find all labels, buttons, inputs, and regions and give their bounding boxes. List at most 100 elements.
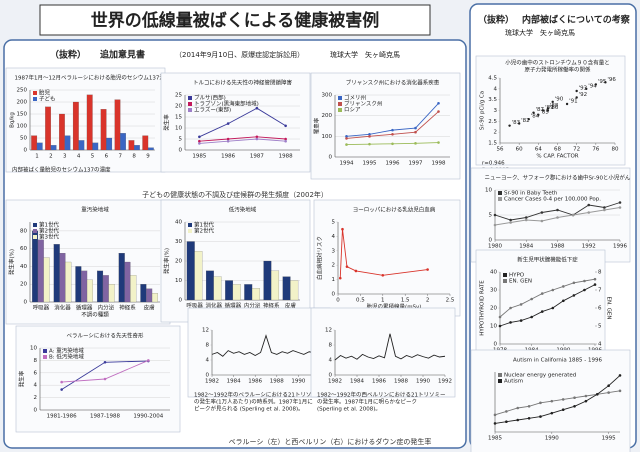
chart-title: ベラルーシにおける先天性奇形 xyxy=(67,332,144,340)
point xyxy=(540,219,544,223)
point xyxy=(587,203,591,207)
bar xyxy=(45,106,51,151)
chart-frame xyxy=(160,72,311,173)
y-tick-label: 4.5 xyxy=(488,76,497,82)
x-tick-label: 60 xyxy=(516,147,523,153)
bar xyxy=(43,257,50,303)
bar xyxy=(81,270,88,303)
point xyxy=(493,223,497,227)
bar xyxy=(97,270,104,303)
bar xyxy=(53,244,60,303)
point xyxy=(493,422,497,425)
legend-swatch xyxy=(43,349,47,353)
bar xyxy=(59,253,66,303)
series-line xyxy=(199,138,286,144)
point xyxy=(532,111,535,114)
legend-label: Nuclear energy generated xyxy=(504,373,576,379)
x-tick-label: 1986 xyxy=(372,379,386,385)
point xyxy=(338,276,342,280)
x-tick-label: 1985 xyxy=(192,154,206,160)
point xyxy=(565,102,569,106)
point xyxy=(345,143,348,146)
y-tick-label: 100 xyxy=(322,134,333,140)
point xyxy=(556,216,559,219)
x-tick-label: 72 xyxy=(573,147,580,153)
point xyxy=(391,142,394,146)
y-tick-label: 30 xyxy=(175,239,182,245)
point xyxy=(517,122,521,125)
legend-label: 第3世代 xyxy=(39,233,59,241)
point xyxy=(603,206,606,209)
point xyxy=(255,137,259,141)
y2-tick-label: 4 xyxy=(598,342,602,348)
bar xyxy=(142,135,149,151)
bar xyxy=(271,270,280,301)
x-tick-label: 神経系 xyxy=(263,302,280,310)
x-tick-label: 1992 xyxy=(438,379,452,385)
left-heading: 追加意見書 xyxy=(100,49,145,61)
point xyxy=(573,396,576,400)
x-tick-label: 循環器 xyxy=(225,302,242,310)
x-tick-label: 4 xyxy=(77,154,81,160)
point xyxy=(508,124,511,127)
point xyxy=(618,389,622,393)
point xyxy=(575,96,578,99)
chart-title: 低汚染地域 xyxy=(229,206,257,214)
point xyxy=(255,106,259,110)
point xyxy=(103,360,107,364)
x-tick-label: 1981-1986 xyxy=(47,414,77,420)
bar xyxy=(290,280,299,301)
left-author: 琉球大学 矢ヶ崎克馬 xyxy=(330,50,400,59)
point-label: '92 xyxy=(579,92,588,98)
chart-title: ニューヨーク、サフォーク郡における歯中Sr-90と小児がん xyxy=(485,174,631,182)
legend-label: 第2世代 xyxy=(39,227,59,235)
point xyxy=(516,406,520,410)
x-tick-label: 1988 xyxy=(279,154,293,160)
bar xyxy=(64,135,71,151)
y-tick-label: 0 xyxy=(332,292,336,298)
bar xyxy=(120,133,126,151)
point xyxy=(345,265,349,268)
point xyxy=(540,310,544,313)
y-tick-label: 0 xyxy=(24,148,28,154)
chart-title: 1987年1月〜12月ベラルーシにおける胎児のセシウム137濃度 xyxy=(15,74,171,82)
legend-label: ブリャンスク州 xyxy=(344,100,382,108)
legend-swatch xyxy=(503,273,507,277)
legend-swatch xyxy=(33,229,37,233)
y-tick-label: 4 xyxy=(34,383,38,389)
point xyxy=(509,321,512,324)
x-tick-label: 9 xyxy=(146,154,150,160)
series-line xyxy=(199,136,286,142)
x-tick-label: 消化器 xyxy=(54,304,71,312)
y2-tick-label: 7 xyxy=(598,288,602,294)
y-tick-label: 8 xyxy=(34,358,38,364)
y-tick-label: 100 xyxy=(17,124,28,130)
point xyxy=(437,110,440,113)
x-tick-label: 0.5 xyxy=(356,298,365,304)
chart-note: 1982～1992年のベラルーシにおける21トリソミー xyxy=(194,391,322,399)
chart-title: 新生児甲状腺機能低下症 xyxy=(517,256,578,264)
point xyxy=(584,399,588,403)
y-tick-label: 10 xyxy=(490,324,497,330)
point xyxy=(556,208,559,212)
point xyxy=(519,319,523,322)
y-tick-label: 0 xyxy=(179,298,183,304)
chart-title: ヨーロッパにおける乳幼児白血病 xyxy=(353,206,436,214)
chart-title: ブリャンスク州における消化器系疾患 xyxy=(346,79,440,87)
bar xyxy=(251,288,260,301)
point xyxy=(60,380,63,384)
bar xyxy=(282,276,291,301)
point xyxy=(60,388,63,391)
y-tick-label: 60 xyxy=(20,246,27,252)
x-tick-label: 神経系 xyxy=(119,304,136,312)
bar xyxy=(108,284,115,303)
point xyxy=(594,83,598,86)
point xyxy=(103,377,107,381)
point xyxy=(284,139,287,143)
chart-note: の発生率。1987年1月に明らかなピーク xyxy=(317,398,417,406)
bar xyxy=(128,140,135,151)
point-label: '89 xyxy=(545,105,554,111)
y-tick-label: 3 xyxy=(494,108,498,114)
point xyxy=(537,113,540,117)
